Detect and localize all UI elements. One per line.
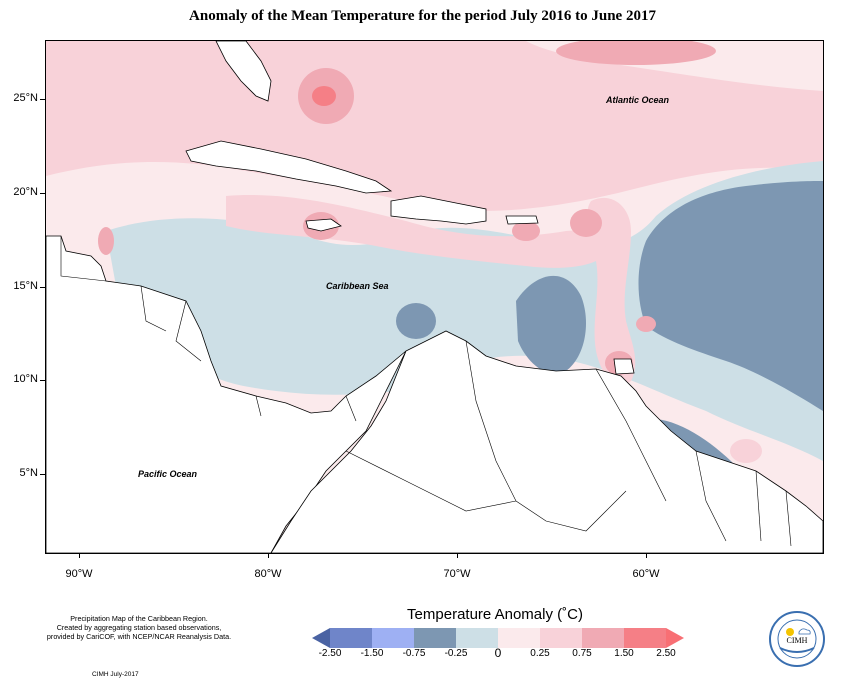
south-america-land [270, 330, 823, 553]
legend-label: -0.75 [402, 648, 426, 659]
legend-swatch [414, 628, 456, 648]
lat-tick [40, 99, 45, 100]
lat-label-15n: 15°N [13, 280, 38, 292]
legend-label: 0 [494, 646, 502, 660]
cuba-land [185, 140, 393, 194]
lon-label-70w: 70°W [443, 568, 471, 580]
anomaly-spot-negative [396, 303, 436, 339]
legend-swatch [372, 628, 414, 648]
legend-swatch [330, 628, 372, 648]
lat-label-25n: 25°N [13, 92, 38, 104]
legend-label: 0.25 [530, 648, 550, 659]
lat-label-5n: 5°N [19, 467, 38, 479]
temperature-anomaly-map[interactable]: Atlantic Ocean Caribbean Sea Pacific Oce… [45, 40, 824, 554]
map-title: Anomaly of the Mean Temperature for the … [189, 8, 656, 24]
legend-label: -1.50 [360, 648, 384, 659]
lon-label-60w: 60°W [632, 568, 660, 580]
credits-line-1: Precipitation Map of the Caribbean Regio… [70, 614, 208, 623]
jamaica-land [305, 218, 342, 232]
lat-label-20n: 20°N [13, 186, 38, 198]
legend-label: -0.25 [444, 648, 468, 659]
legend-label: -2.50 [318, 648, 342, 659]
credits-date: CIMH July-2017 [92, 671, 139, 678]
map-canvas [46, 41, 823, 553]
legend-swatch [498, 628, 540, 648]
legend-label: 0.75 [572, 648, 592, 659]
anomaly-zone-negative-atlantic [638, 181, 823, 411]
legend-label: 1.50 [614, 648, 634, 659]
legend-colorbar [312, 628, 684, 648]
lon-label-90w: 90°W [65, 568, 93, 580]
land-masses [46, 41, 823, 553]
legend-swatch [582, 628, 624, 648]
anomaly-spot-bahamas-core [312, 86, 336, 106]
country-borders [60, 236, 792, 547]
credits-block: Precipitation Map of the Caribbean Regio… [14, 614, 264, 641]
label-atlantic-ocean: Atlantic Ocean [606, 95, 670, 105]
anomaly-spot-puerto-rico [512, 221, 540, 241]
puerto-rico-land [505, 215, 539, 225]
florida-land [215, 41, 272, 102]
lat-tick [40, 474, 45, 475]
anomaly-spot-windward [636, 316, 656, 332]
lat-tick [40, 287, 45, 288]
credits-line-2: Created by aggregating station based obs… [56, 623, 222, 632]
legend-swatch [624, 628, 666, 648]
legend-label: 2.50 [656, 648, 676, 659]
anomaly-spot-positive [556, 41, 716, 65]
label-caribbean-sea: Caribbean Sea [326, 281, 389, 291]
logo-text: CIMH [787, 636, 808, 645]
trinidad-land [613, 358, 635, 375]
legend-swatch [540, 628, 582, 648]
anomaly-zone-negative-caribbean [106, 161, 823, 461]
anomaly-zone-negative-east-caribbean [516, 275, 586, 374]
legend-swatch [456, 628, 498, 648]
legend-title: Temperature Anomaly (˚C) [407, 606, 583, 623]
lon-tick [268, 553, 269, 558]
cimh-logo: CIMH [769, 611, 825, 667]
legend-arrow-left [312, 628, 330, 648]
lon-tick [646, 553, 647, 558]
hispaniola-land [390, 195, 487, 225]
lon-tick [79, 553, 80, 558]
lat-label-10n: 10°N [13, 373, 38, 385]
lat-tick [40, 380, 45, 381]
lat-tick [40, 193, 45, 194]
credits-line-3: provided by CariCOF, with NCEP/NCAR Rean… [46, 632, 232, 641]
label-pacific-ocean: Pacific Ocean [138, 469, 198, 479]
lon-tick [457, 553, 458, 558]
legend-arrow-right [666, 628, 684, 648]
lon-label-80w: 80°W [254, 568, 282, 580]
anomaly-spot-leeward [570, 209, 602, 237]
anomaly-spot-suriname [730, 439, 762, 463]
anomaly-spot-belize [98, 227, 114, 255]
